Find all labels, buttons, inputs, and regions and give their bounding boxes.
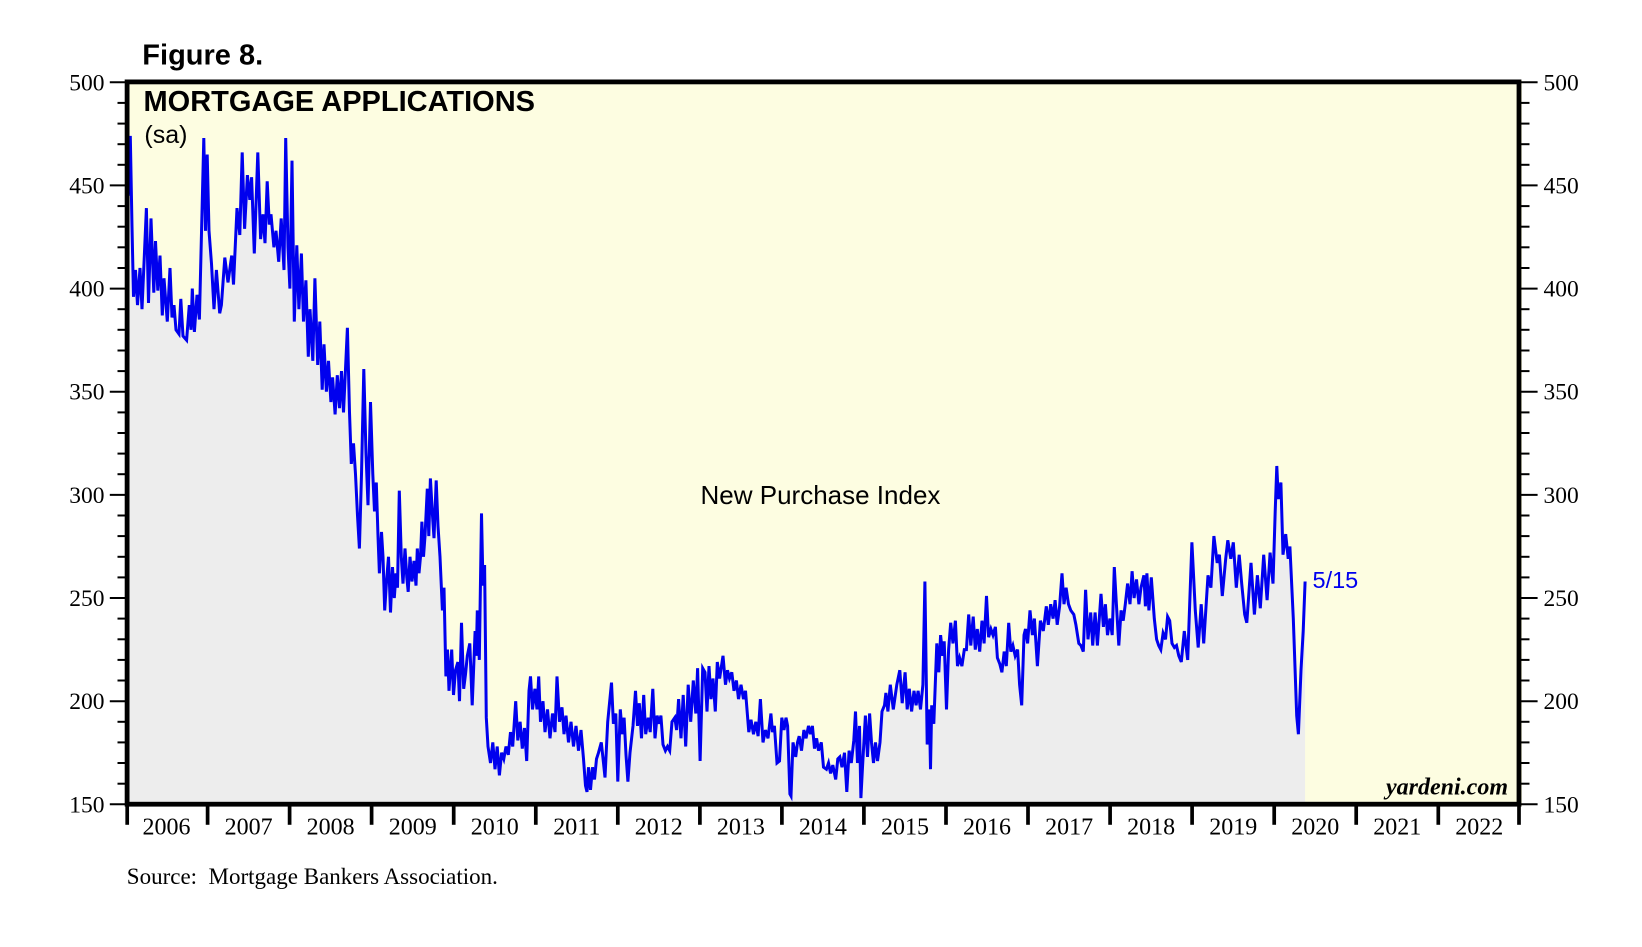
svg-text:2015: 2015 — [881, 815, 929, 841]
svg-text:200: 200 — [1544, 689, 1579, 715]
svg-text:2014: 2014 — [799, 815, 847, 841]
svg-text:450: 450 — [69, 173, 104, 199]
svg-text:250: 250 — [1544, 586, 1579, 612]
svg-text:150: 150 — [69, 792, 104, 818]
svg-text:yardeni.com: yardeni.com — [1383, 775, 1508, 801]
svg-text:200: 200 — [69, 689, 104, 715]
svg-text:2022: 2022 — [1455, 815, 1503, 841]
svg-text:400: 400 — [69, 277, 104, 303]
svg-text:Source: Mortgage Bankers Asso: Source: Mortgage Bankers Association. — [127, 864, 498, 889]
svg-text:2018: 2018 — [1127, 815, 1175, 841]
svg-text:2016: 2016 — [963, 815, 1011, 841]
svg-text:400: 400 — [1544, 277, 1579, 303]
svg-text:2009: 2009 — [389, 815, 437, 841]
svg-text:2006: 2006 — [143, 815, 191, 841]
svg-text:350: 350 — [69, 380, 104, 406]
svg-text:2020: 2020 — [1291, 815, 1339, 841]
svg-text:2012: 2012 — [635, 815, 683, 841]
svg-text:Figure 8.: Figure 8. — [142, 40, 263, 72]
svg-text:2017: 2017 — [1045, 815, 1093, 841]
svg-text:MORTGAGE APPLICATIONS: MORTGAGE APPLICATIONS — [144, 86, 536, 118]
svg-text:500: 500 — [69, 70, 104, 96]
svg-text:450: 450 — [1544, 173, 1579, 199]
svg-text:2019: 2019 — [1209, 815, 1257, 841]
svg-text:(sa): (sa) — [144, 121, 187, 149]
svg-text:New Purchase Index: New Purchase Index — [701, 480, 941, 510]
svg-text:2008: 2008 — [307, 815, 355, 841]
svg-text:2011: 2011 — [553, 815, 600, 841]
svg-text:5/15: 5/15 — [1313, 567, 1359, 593]
svg-text:300: 300 — [1544, 483, 1579, 509]
svg-text:150: 150 — [1544, 792, 1579, 818]
svg-text:2013: 2013 — [717, 815, 765, 841]
svg-text:250: 250 — [69, 586, 104, 612]
svg-text:350: 350 — [1544, 380, 1579, 406]
svg-text:2021: 2021 — [1373, 815, 1421, 841]
svg-text:2010: 2010 — [471, 815, 519, 841]
svg-text:2007: 2007 — [225, 815, 273, 841]
svg-text:500: 500 — [1544, 70, 1579, 96]
svg-text:300: 300 — [69, 483, 104, 509]
